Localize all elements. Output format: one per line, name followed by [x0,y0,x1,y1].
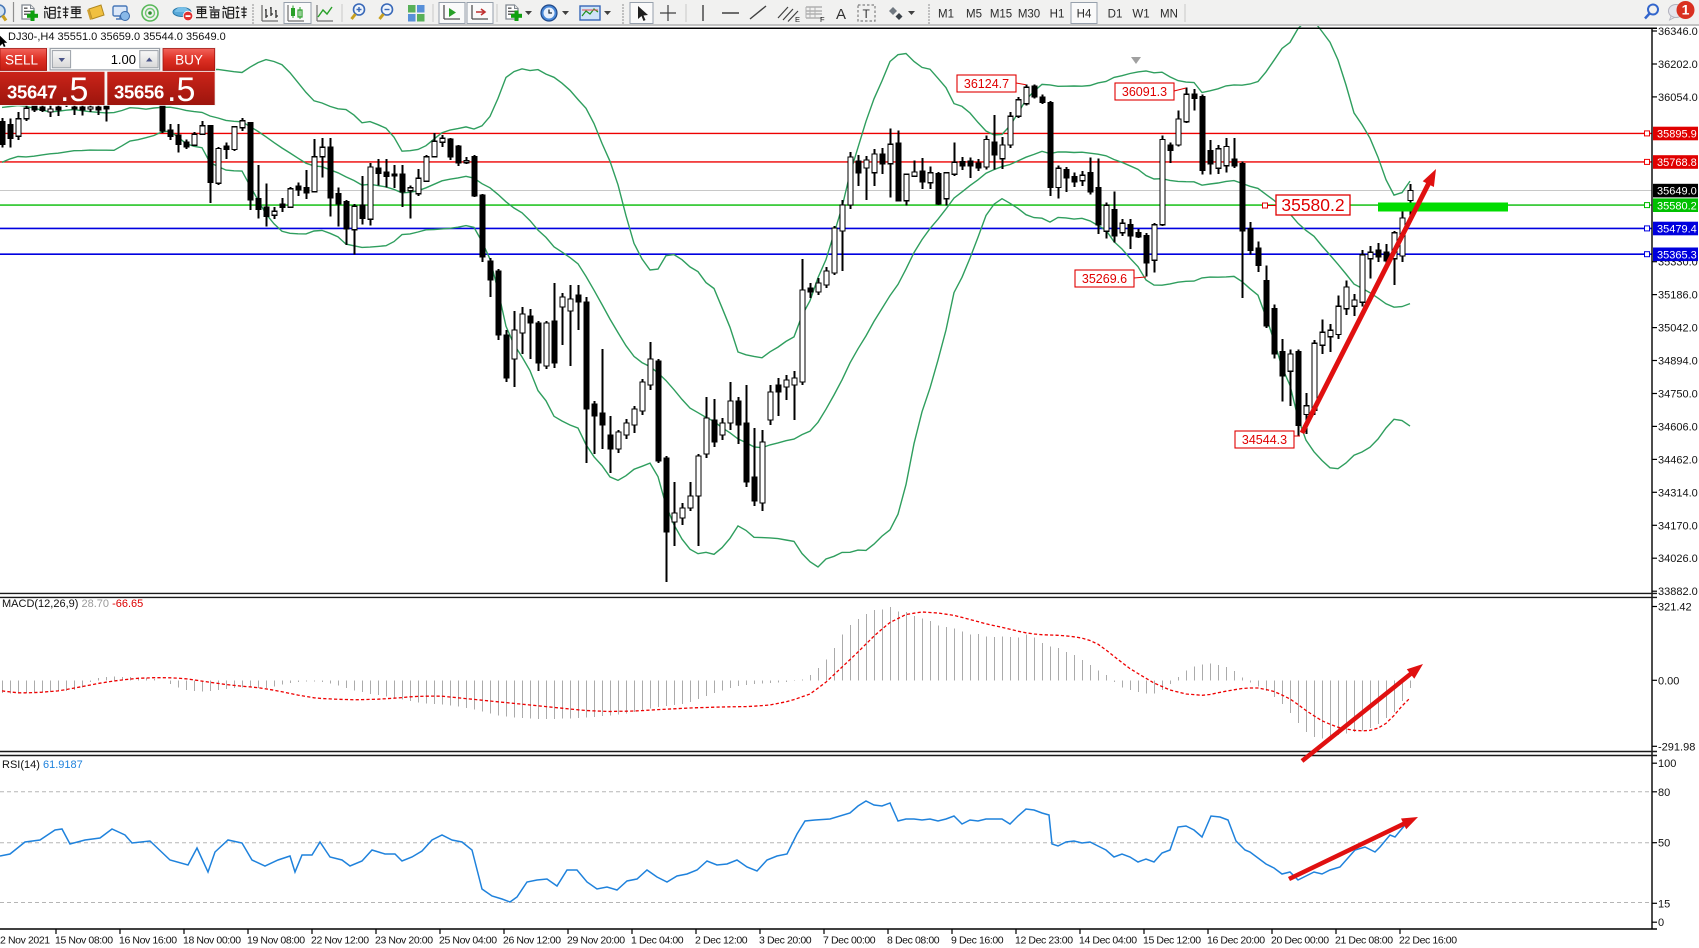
svg-text:19 Nov 08:00: 19 Nov 08:00 [247,935,305,947]
svg-text:14 Dec 04:00: 14 Dec 04:00 [1079,935,1137,947]
svg-text:7 Dec 00:00: 7 Dec 00:00 [823,935,876,947]
svg-text:34750.0: 34750.0 [1658,389,1698,401]
svg-text:35656: 35656 [114,82,164,103]
svg-text:9 Dec 16:00: 9 Dec 16:00 [951,935,1004,947]
svg-text:MACD(12,26,9) 28.70 -66.65: MACD(12,26,9) 28.70 -66.65 [2,598,143,610]
svg-text:A: A [836,6,846,23]
svg-text:3 Dec 20:00: 3 Dec 20:00 [759,935,812,947]
svg-text:H1: H1 [1050,8,1065,20]
svg-text:35647: 35647 [7,82,57,103]
svg-text:M30: M30 [1018,8,1040,20]
svg-text:8 Dec 08:00: 8 Dec 08:00 [887,935,940,947]
svg-text:15 Nov 08:00: 15 Nov 08:00 [55,935,113,947]
svg-text:SELL: SELL [5,53,39,68]
svg-text:22 Nov 12:00: 22 Nov 12:00 [311,935,369,947]
svg-text:W1: W1 [1132,8,1149,20]
svg-text:16 Dec 20:00: 16 Dec 20:00 [1207,935,1265,947]
svg-text:22 Dec 16:00: 22 Dec 16:00 [1399,935,1457,947]
svg-text:33882.0: 33882.0 [1658,586,1698,598]
svg-text:36346.0: 36346.0 [1658,26,1698,38]
svg-text:100: 100 [1658,758,1676,770]
svg-text:25 Nov 04:00: 25 Nov 04:00 [439,935,497,947]
svg-text:F: F [820,15,825,24]
svg-text:2 Dec 12:00: 2 Dec 12:00 [695,935,748,947]
svg-text:34894.0: 34894.0 [1658,356,1698,368]
svg-text:34170.0: 34170.0 [1658,520,1698,532]
svg-text:35042.0: 35042.0 [1658,323,1698,335]
svg-text:16 Nov 16:00: 16 Nov 16:00 [119,935,177,947]
svg-text:36091.3: 36091.3 [1122,85,1167,99]
svg-text:1: 1 [1682,2,1690,18]
svg-text:34462.0: 34462.0 [1658,454,1698,466]
svg-text:12 Dec 23:00: 12 Dec 23:00 [1015,935,1073,947]
svg-text:T: T [863,7,871,21]
svg-text:1.00: 1.00 [111,52,136,67]
svg-text:.5: .5 [60,71,88,109]
svg-text:80: 80 [1658,787,1670,799]
svg-text:RSI(14) 61.9187: RSI(14) 61.9187 [2,759,83,771]
svg-text:34314.0: 34314.0 [1658,487,1698,499]
svg-text:M15: M15 [990,8,1012,20]
svg-text:35580.2: 35580.2 [1281,195,1344,215]
svg-text:MN: MN [1160,8,1178,20]
svg-text:34544.3: 34544.3 [1242,433,1287,447]
svg-text:35649.0: 35649.0 [1657,186,1697,198]
svg-text:50: 50 [1658,838,1670,850]
svg-text:35768.8: 35768.8 [1657,157,1697,169]
svg-text:1 Dec 04:00: 1 Dec 04:00 [631,935,684,947]
svg-text:29 Nov 20:00: 29 Nov 20:00 [567,935,625,947]
svg-text:35365.3: 35365.3 [1657,249,1697,261]
svg-text:23 Nov 20:00: 23 Nov 20:00 [375,935,433,947]
svg-text:34026.0: 34026.0 [1658,553,1698,565]
svg-text:20 Dec 00:00: 20 Dec 00:00 [1271,935,1329,947]
svg-text:21 Dec 08:00: 21 Dec 08:00 [1335,935,1393,947]
svg-text:DJ30-,H4 35551.0 35659.0 3554: DJ30-,H4 35551.0 35659.0 35544.0 35649.0 [8,31,226,43]
svg-text:34606.0: 34606.0 [1658,421,1698,433]
svg-text:321.42: 321.42 [1658,602,1692,614]
svg-text:35580.2: 35580.2 [1657,200,1697,212]
svg-text:0.00: 0.00 [1658,675,1679,687]
svg-text:D1: D1 [1108,8,1123,20]
svg-text:36202.0: 36202.0 [1658,59,1698,71]
svg-text:2 Nov 2021: 2 Nov 2021 [0,935,50,947]
svg-text:BUY: BUY [175,53,203,68]
svg-text:35895.9: 35895.9 [1657,129,1697,141]
svg-text:35269.6: 35269.6 [1082,272,1127,286]
svg-text:M1: M1 [938,8,954,20]
svg-text:0: 0 [1658,917,1664,929]
svg-text:35186.0: 35186.0 [1658,290,1698,302]
svg-text:36054.0: 36054.0 [1658,92,1698,104]
svg-text:15 Dec 12:00: 15 Dec 12:00 [1143,935,1201,947]
svg-text:35479.4: 35479.4 [1657,224,1697,236]
svg-text:.5: .5 [167,71,195,109]
svg-text:15: 15 [1658,898,1670,910]
svg-text:36124.7: 36124.7 [964,77,1009,91]
svg-text:18 Nov 00:00: 18 Nov 00:00 [183,935,241,947]
svg-text:M5: M5 [966,8,982,20]
svg-text:26 Nov 12:00: 26 Nov 12:00 [503,935,561,947]
svg-text:E: E [795,15,800,24]
svg-text:H4: H4 [1077,8,1092,20]
svg-text:-291.98: -291.98 [1658,741,1695,753]
